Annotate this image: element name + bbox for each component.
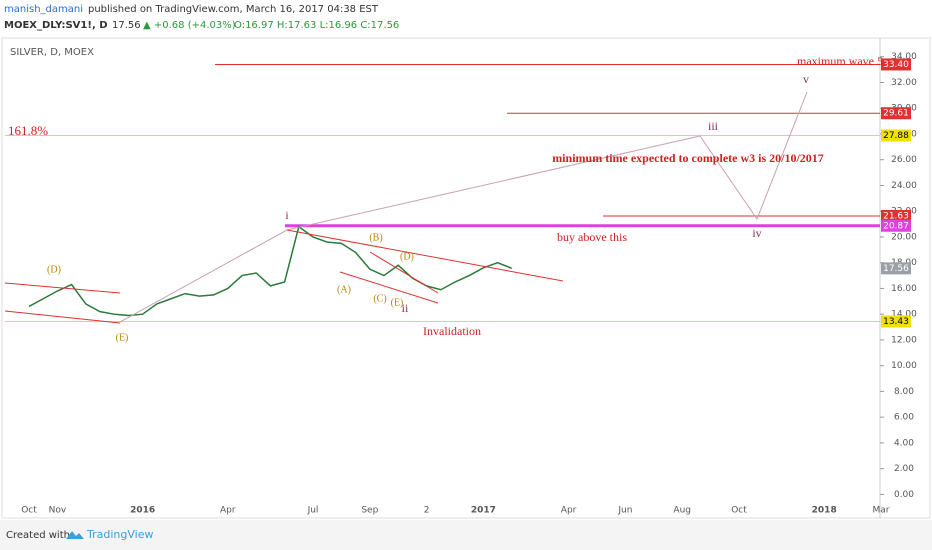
sub-wave: (C): [373, 293, 386, 304]
sub-wave: (A): [337, 284, 351, 295]
y-tick-label: 10.00: [891, 361, 917, 371]
y-tick-label: 32.00: [891, 78, 917, 88]
wave-path: [119, 91, 808, 323]
price-tag-label: 33.40: [883, 60, 909, 70]
x-tick-label: Nov: [49, 506, 67, 516]
y-tick-label: 34.00: [891, 52, 917, 62]
last-price: 17.56: [112, 20, 141, 31]
sub-wave: (D): [400, 251, 414, 262]
price-tag-label: 20.87: [883, 221, 909, 231]
price-tag: [881, 219, 911, 232]
y-tick-label: 6.00: [894, 413, 914, 423]
price-tag: [881, 129, 911, 142]
price-tag: [881, 262, 911, 275]
ohlc: O:16.97 H:17.63 L:16.96 C:17.56: [234, 20, 399, 31]
x-tick-label: 2018: [812, 506, 837, 516]
brand[interactable]: TradingView: [86, 528, 153, 541]
x-tick-label: Aug: [673, 506, 691, 516]
x-tick-label: Sep: [361, 506, 378, 516]
price-tag: [881, 209, 911, 222]
y-tick-label: 4.00: [894, 438, 914, 448]
wave-label: iv: [752, 226, 761, 240]
x-tick-label: Apr: [561, 506, 577, 516]
price-tag: [881, 315, 911, 328]
price-tag-label: 13.43: [883, 317, 909, 327]
change: ▲ +0.68 (+4.03%): [143, 20, 236, 31]
symbol: MOEX_DLY:SV1!, D: [4, 20, 108, 31]
wave-label: iii: [708, 119, 719, 133]
wave-label: ii: [402, 301, 409, 315]
x-tick-label: Jun: [617, 506, 632, 516]
y-tick-label: 26.00: [891, 155, 917, 165]
footer-text: Created with: [6, 530, 70, 541]
sub-wave: (E): [391, 297, 404, 308]
x-tick-label: Jul: [307, 506, 319, 516]
price-tag-label: 27.88: [883, 131, 909, 141]
trend-line: [4, 310, 121, 324]
annotation: maximum wave 5: [797, 54, 883, 68]
x-tick-label: Oct: [731, 506, 747, 516]
trend-line: [339, 271, 439, 304]
price-tag: [881, 107, 911, 120]
y-tick-label: 8.00: [894, 387, 914, 397]
trend-line: [369, 251, 439, 294]
x-tick-label: Oct: [21, 506, 37, 516]
price-tag-label: 17.56: [883, 264, 909, 274]
y-tick-label: 12.00: [891, 335, 917, 345]
wave-label: v: [803, 72, 809, 86]
x-tick-label: 2016: [130, 506, 155, 516]
sub-wave: (B): [369, 232, 382, 243]
annotation: minimum time expected to complete w3 is …: [552, 151, 824, 165]
annotation: Invalidation: [423, 324, 481, 338]
annotation: buy above this: [557, 230, 627, 244]
x-tick-label: 2: [424, 506, 430, 516]
author: manish_damani: [4, 4, 83, 15]
chart-title: SILVER, D, MOEX: [10, 47, 94, 58]
trend-line: [286, 229, 564, 282]
sub-wave: (E): [116, 332, 129, 343]
annotation: 161.8%: [8, 123, 48, 138]
y-tick-label: 20.00: [891, 232, 917, 242]
footer: [0, 520, 932, 550]
wave-label: i: [285, 208, 289, 222]
trend-line: [4, 282, 121, 294]
price-tag-label: 29.61: [883, 109, 909, 119]
logo: [66, 531, 84, 539]
price-line: [28, 225, 513, 317]
x-tick-label: Apr: [220, 506, 236, 516]
x-tick-label: 2017: [471, 506, 496, 516]
y-tick-label: 0.00: [894, 490, 914, 500]
published: published on TradingView.com, March 16, …: [88, 4, 379, 15]
y-tick-label: 14.00: [891, 310, 917, 320]
price-tag: [881, 58, 911, 71]
y-tick-label: 24.00: [891, 181, 917, 191]
y-tick-label: 16.00: [891, 284, 917, 294]
frame: [1, 37, 931, 519]
sub-wave: (D): [47, 264, 61, 275]
x-tick-label: Mar: [873, 506, 890, 516]
y-tick-label: 2.00: [894, 464, 914, 474]
price-tag-label: 21.63: [883, 211, 909, 221]
